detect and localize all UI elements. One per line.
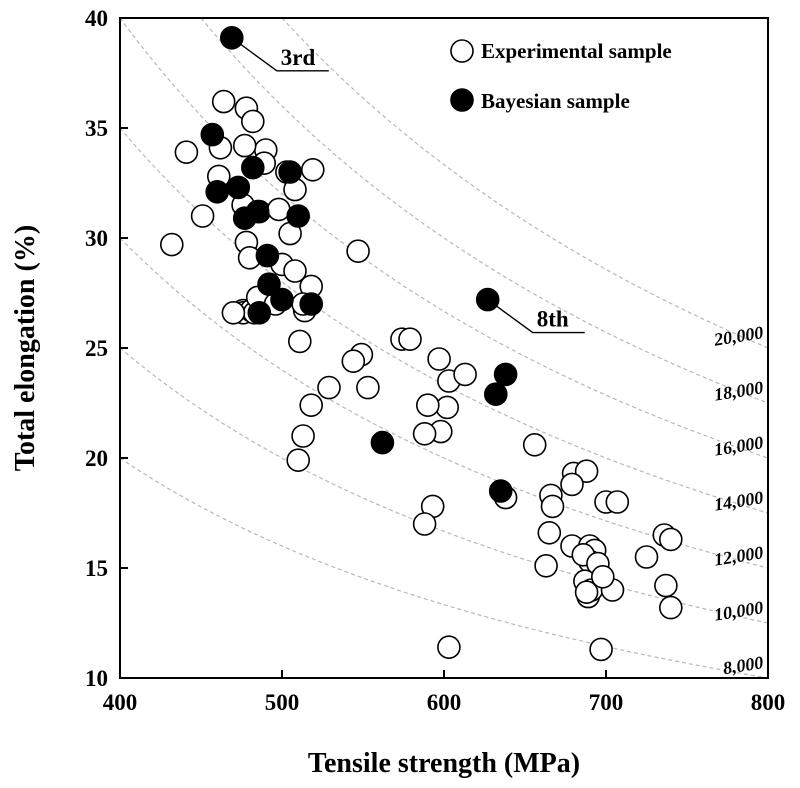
experimental-point — [412, 512, 437, 536]
experimental-point — [287, 329, 312, 354]
legend-label-experimental: Experimental sample — [481, 39, 672, 63]
bayesian-point — [270, 287, 294, 312]
iso-curve — [119, 457, 769, 679]
experimental-point — [346, 239, 370, 263]
bayesian-point — [278, 160, 302, 184]
annotation-label: 8th — [537, 307, 569, 332]
bayesian-point — [488, 479, 513, 503]
experimental-point — [341, 349, 366, 374]
y-tick-label: 35 — [85, 116, 108, 141]
legend-marker-experimental — [450, 39, 474, 63]
experimental-point — [174, 140, 199, 164]
bayesian-point — [241, 155, 265, 180]
experimental-point — [412, 421, 437, 446]
bayesian-point — [226, 175, 251, 200]
bayesian-point — [205, 180, 229, 204]
x-tick-label: 600 — [427, 690, 462, 715]
legend-label-bayesian: Bayesian sample — [481, 89, 630, 113]
y-tick-label: 20 — [85, 446, 108, 471]
iso-curve — [200, 17, 769, 404]
bayesian-point — [257, 272, 281, 297]
experimental-point — [658, 595, 683, 620]
experimental-point — [299, 393, 324, 418]
experimental-point — [560, 472, 584, 497]
legend: Experimental sample Bayesian sample — [450, 39, 672, 113]
iso-curve — [281, 17, 769, 349]
experimental-point — [658, 527, 683, 552]
bayesian-point — [299, 292, 324, 316]
annotation-leader-line — [231, 37, 329, 72]
experimental-point — [574, 580, 599, 605]
iso-curves-layer: 8,00010,00012,00014,00016,00018,00020,00… — [119, 17, 769, 679]
experimental-point — [437, 635, 461, 660]
legend-marker-bayesian — [450, 88, 474, 112]
experimental-point — [427, 347, 451, 371]
x-tick-label: 400 — [103, 690, 138, 715]
y-tick-label: 25 — [85, 336, 108, 361]
iso-curve — [119, 347, 769, 624]
experimental-point — [232, 133, 257, 158]
experimental-point — [589, 637, 613, 662]
x-axis-title: Tensile strength (MPa) — [308, 748, 580, 779]
bayesian-point — [493, 362, 518, 387]
iso-curve-label: 10,000 — [713, 597, 765, 624]
iso-curve-label: 18,000 — [713, 377, 765, 404]
experimental-point — [300, 158, 325, 182]
experimental-point — [398, 327, 422, 352]
experimental-point — [590, 564, 615, 589]
iso-curve-label: 8,000 — [721, 652, 764, 678]
experimental-point — [241, 109, 265, 134]
experimental-point — [435, 395, 460, 420]
bayesian-point — [247, 300, 272, 325]
experimental-point — [317, 375, 341, 400]
bayesian-point — [483, 382, 508, 407]
x-tick-label: 800 — [751, 690, 786, 715]
experimental-point — [634, 545, 659, 569]
experimental-point — [190, 204, 215, 228]
experimental-point — [286, 448, 311, 473]
experimental-point — [356, 375, 380, 400]
experimental-point — [221, 300, 246, 325]
iso-curve-label: 12,000 — [713, 542, 765, 569]
y-axis-title: Total elongation (%) — [10, 225, 41, 471]
experimental-point — [291, 424, 315, 448]
experimental-point — [160, 232, 184, 257]
bayesian-point — [370, 430, 395, 455]
iso-curve-label: 16,000 — [713, 432, 765, 459]
annotation-label: 3rd — [281, 45, 316, 70]
x-tick-label: 500 — [265, 690, 300, 715]
experimental-point — [540, 494, 565, 519]
x-tick-label: 700 — [589, 690, 624, 715]
experimental-point — [654, 573, 678, 598]
y-tick-label: 30 — [85, 226, 108, 251]
data-points-layer — [160, 25, 683, 662]
annotation-leader-line — [487, 299, 585, 334]
experimental-point — [534, 553, 558, 578]
experimental-point — [574, 459, 599, 484]
experimental-point — [283, 259, 307, 283]
experimental-point — [453, 362, 477, 387]
bayesian-point — [200, 122, 225, 147]
y-tick-label: 40 — [85, 6, 108, 31]
experimental-point — [537, 520, 562, 545]
annotations-layer: 3rd 8th — [231, 37, 585, 334]
y-tick-label: 15 — [85, 556, 108, 581]
iso-curve-label: 14,000 — [713, 487, 765, 514]
axis-ticks-layer: 400 500 600 700 800 10 15 20 25 30 35 40 — [85, 6, 785, 715]
bayesian-point — [255, 243, 280, 268]
experimental-point — [211, 89, 236, 114]
y-tick-label: 10 — [85, 666, 108, 691]
bayesian-point — [232, 206, 257, 230]
experimental-point — [522, 432, 547, 457]
experimental-point — [415, 393, 440, 418]
experimental-point — [605, 490, 630, 514]
iso-curve — [119, 17, 769, 459]
bayesian-point — [286, 204, 311, 228]
